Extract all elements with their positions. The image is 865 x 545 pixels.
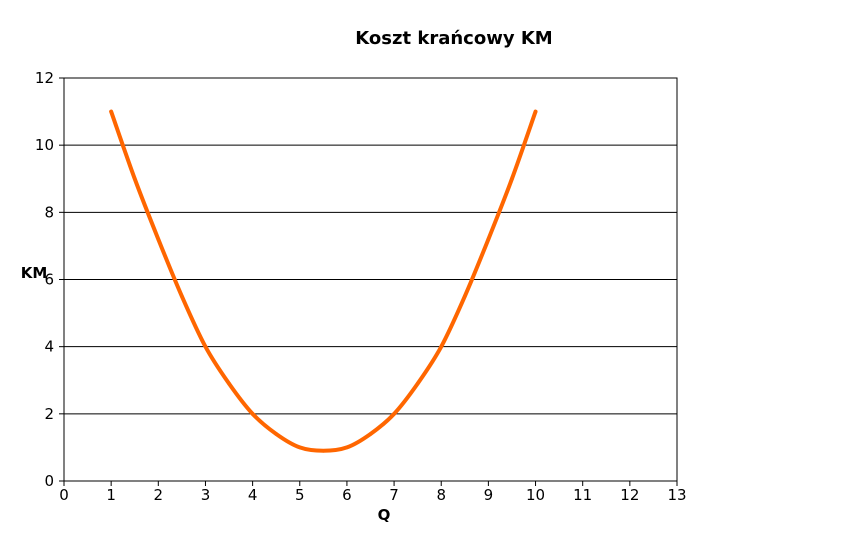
x-tick-label: 5 bbox=[295, 486, 305, 504]
x-tick-label: 12 bbox=[620, 486, 639, 504]
data-point bbox=[321, 448, 326, 453]
data-point bbox=[132, 176, 137, 181]
y-axis-label: KM bbox=[21, 264, 48, 282]
y-tick-label: 4 bbox=[44, 338, 54, 356]
data-point bbox=[415, 381, 420, 386]
data-point bbox=[368, 432, 373, 436]
data-point bbox=[486, 237, 491, 241]
x-tick-label: 11 bbox=[573, 486, 592, 504]
x-tick-label: 8 bbox=[436, 486, 446, 504]
series-line bbox=[109, 109, 538, 453]
data-point bbox=[463, 294, 467, 299]
y-tick-label: 2 bbox=[44, 405, 54, 423]
data-point bbox=[533, 109, 538, 114]
data-point bbox=[156, 237, 161, 241]
x-tick-label: 13 bbox=[667, 486, 686, 504]
series-group bbox=[109, 109, 538, 453]
data-point bbox=[439, 344, 444, 349]
data-point bbox=[345, 445, 349, 450]
data-point bbox=[297, 445, 302, 450]
y-tick-label: 0 bbox=[44, 472, 54, 490]
x-axis-label: Q bbox=[378, 506, 391, 524]
data-point bbox=[180, 294, 184, 299]
data-point bbox=[274, 432, 278, 436]
x-tick-label: 9 bbox=[484, 486, 494, 504]
y-tick-label: 10 bbox=[35, 136, 54, 154]
chart-title: Koszt krańcowy KM bbox=[355, 28, 552, 49]
x-tick-label: 1 bbox=[106, 486, 116, 504]
grid-lines bbox=[64, 77, 677, 482]
y-tick-label: 6 bbox=[44, 271, 54, 289]
x-tick-label: 4 bbox=[248, 486, 258, 504]
x-tick-label: 6 bbox=[342, 486, 352, 504]
y-tick-label: 8 bbox=[44, 203, 54, 221]
x-axis-ticks: 0 1 2 3 4 5 6 7 8 9 10 11 12 13 bbox=[59, 481, 687, 504]
data-point bbox=[203, 344, 208, 349]
x-tick-label: 2 bbox=[154, 486, 164, 504]
y-axis-ticks: 0 2 4 6 8 10 12 bbox=[35, 69, 64, 490]
x-tick-label: 0 bbox=[59, 486, 69, 504]
y-tick-label: 12 bbox=[35, 69, 54, 87]
x-tick-label: 7 bbox=[389, 486, 399, 504]
data-point bbox=[510, 176, 514, 181]
data-point bbox=[227, 381, 231, 386]
data-point bbox=[392, 412, 396, 416]
x-tick-label: 10 bbox=[526, 486, 545, 504]
x-tick-label: 3 bbox=[201, 486, 211, 504]
data-point bbox=[250, 412, 255, 416]
data-point bbox=[109, 109, 113, 114]
